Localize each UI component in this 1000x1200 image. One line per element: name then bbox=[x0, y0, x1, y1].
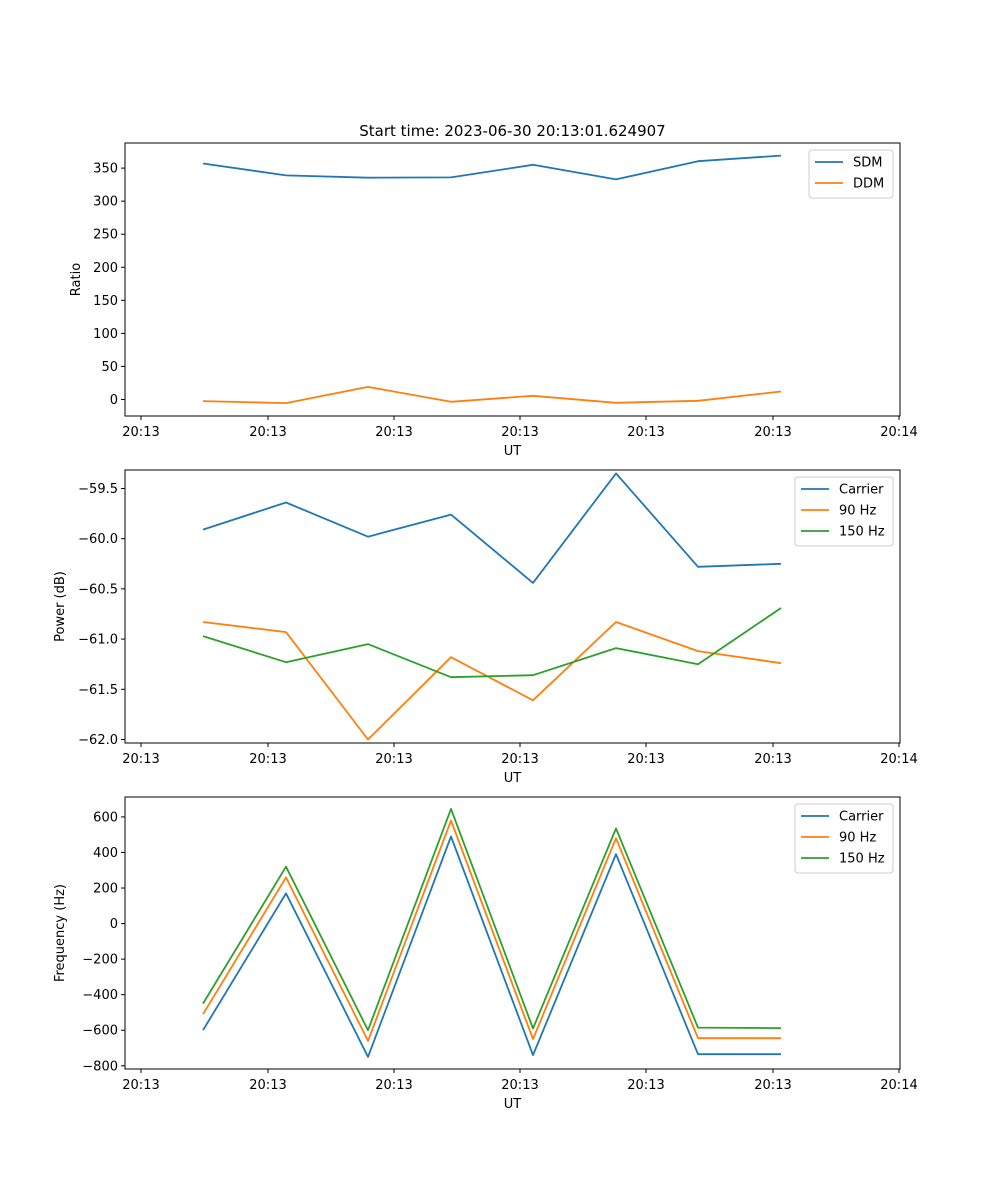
series-line-carrier bbox=[202, 835, 781, 1058]
x-tick-label: 20:13 bbox=[375, 425, 412, 440]
legend-label: 150 Hz bbox=[839, 852, 885, 867]
x-tick-label: 20:13 bbox=[249, 425, 286, 440]
x-tick-label: 20:13 bbox=[501, 1078, 538, 1093]
y-tick-label: −60.0 bbox=[78, 532, 118, 547]
legend-label: 90 Hz bbox=[839, 504, 876, 519]
x-tick-label: 20:13 bbox=[249, 1078, 286, 1093]
y-tick-label: 0 bbox=[110, 393, 118, 408]
x-tick-label: 20:13 bbox=[754, 752, 791, 767]
figure-title: Start time: 2023-06-30 20:13:01.624907 bbox=[359, 122, 665, 140]
y-tick-label: 0 bbox=[110, 917, 118, 932]
y-axis-label: Ratio bbox=[69, 263, 84, 296]
x-tick-label: 20:13 bbox=[122, 752, 159, 767]
series-line-150-hz bbox=[202, 607, 782, 679]
x-tick-label: 20:14 bbox=[880, 1078, 917, 1093]
y-tick-label: 400 bbox=[93, 846, 118, 861]
y-tick-label: −600 bbox=[82, 1024, 118, 1039]
series-line-ddm bbox=[202, 385, 782, 405]
series-line-sdm bbox=[202, 154, 782, 181]
legend-label: SDM bbox=[853, 156, 882, 171]
axes-frame bbox=[124, 796, 901, 1070]
axes-frame bbox=[124, 469, 901, 744]
y-tick-label: −200 bbox=[82, 953, 118, 968]
y-tick-label: 100 bbox=[93, 327, 118, 342]
series-line-90-hz bbox=[202, 819, 781, 1042]
x-axis-label: UT bbox=[504, 444, 522, 459]
x-tick-label: 20:13 bbox=[375, 1078, 412, 1093]
series-line-carrier bbox=[202, 472, 782, 584]
y-tick-label: −400 bbox=[82, 988, 118, 1003]
y-tick-label: 200 bbox=[93, 882, 118, 897]
y-tick-label: 50 bbox=[101, 360, 118, 375]
x-tick-label: 20:13 bbox=[375, 752, 412, 767]
y-tick-label: −61.5 bbox=[78, 683, 118, 698]
axes-frame bbox=[124, 142, 901, 417]
legend-box bbox=[794, 803, 894, 874]
legend-label: Carrier bbox=[839, 483, 884, 498]
x-tick-label: 20:13 bbox=[754, 425, 791, 440]
legend: Carrier 90 Hz 150 Hz bbox=[794, 803, 894, 874]
x-axis-label: UT bbox=[504, 771, 522, 786]
x-tick-label: 20:13 bbox=[627, 1078, 664, 1093]
x-tick-label: 20:13 bbox=[501, 425, 538, 440]
legend-label: 90 Hz bbox=[839, 831, 876, 846]
x-tick-label: 20:14 bbox=[880, 752, 917, 767]
legend: SDM DDM bbox=[808, 149, 894, 199]
legend-label: Carrier bbox=[839, 810, 884, 825]
series-line-150-hz bbox=[202, 808, 782, 1032]
legend-box bbox=[794, 476, 894, 547]
legend: Carrier 90 Hz 150 Hz bbox=[794, 476, 894, 547]
x-tick-label: 20:13 bbox=[501, 752, 538, 767]
y-axis-label: Frequency (Hz) bbox=[53, 884, 68, 982]
subplot-3: −800 −600 −400 −200 0 200 400 600 20:13 20:13 20:1… bbox=[53, 796, 918, 1112]
y-tick-label: 300 bbox=[93, 195, 118, 210]
x-tick-label: 20:14 bbox=[880, 425, 917, 440]
y-tick-label: −800 bbox=[82, 1059, 118, 1074]
x-axis-label: UT bbox=[504, 1097, 522, 1112]
y-tick-label: 150 bbox=[93, 294, 118, 309]
x-tick-label: 20:13 bbox=[627, 425, 664, 440]
x-tick-label: 20:13 bbox=[754, 1078, 791, 1093]
y-tick-label: −62.0 bbox=[78, 733, 118, 748]
x-tick-label: 20:13 bbox=[122, 425, 159, 440]
y-tick-label: 350 bbox=[93, 162, 118, 177]
y-tick-label: 250 bbox=[93, 228, 118, 243]
y-tick-label: −60.5 bbox=[78, 582, 118, 597]
x-tick-label: 20:13 bbox=[122, 1078, 159, 1093]
y-axis-label: Power (dB) bbox=[53, 571, 68, 642]
y-tick-label: 200 bbox=[93, 261, 118, 276]
subplot-panels: 0 50 100 150 200 250 300 350 20:13 20:13 20:13 20:1… bbox=[53, 142, 918, 1112]
subplot-2: −62.0 −61.5 −61.0 −60.5 −60.0 −59.5 20:13 20:13… bbox=[53, 469, 918, 786]
legend-label: 150 Hz bbox=[839, 525, 885, 540]
x-tick-label: 20:13 bbox=[627, 752, 664, 767]
x-tick-label: 20:13 bbox=[249, 752, 286, 767]
y-tick-label: 600 bbox=[93, 810, 118, 825]
y-tick-label: −61.0 bbox=[78, 633, 118, 648]
subplot-1: 0 50 100 150 200 250 300 350 20:13 20:13 20:13 20:1… bbox=[69, 142, 918, 459]
series-line-90-hz bbox=[202, 621, 782, 741]
legend-label: DDM bbox=[853, 177, 884, 192]
y-tick-label: −59.5 bbox=[78, 482, 118, 497]
